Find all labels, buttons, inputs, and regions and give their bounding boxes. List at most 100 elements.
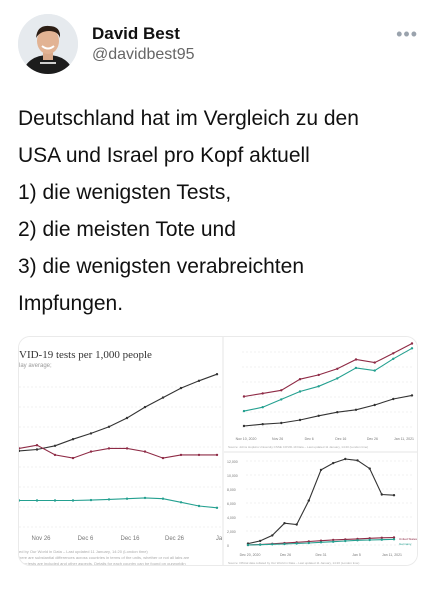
vaccinations-line-chart: 12,000 10,000 8,000 6,000 4,000 2,000 0 Dec 20,…	[227, 457, 418, 557]
x-tick-label: Jan 11, 2021	[382, 553, 402, 557]
data-point	[161, 497, 165, 500]
chart-note: Source: Johns Hopkins University CSSE CO…	[228, 445, 369, 449]
data-point	[259, 543, 262, 546]
data-point	[107, 447, 111, 450]
data-point	[280, 389, 283, 392]
data-point	[317, 373, 320, 377]
data-point	[319, 468, 323, 472]
chart-subtitle: lay average;	[19, 363, 52, 369]
data-point	[307, 541, 310, 545]
display-name[interactable]: David Best	[92, 24, 180, 43]
data-point	[89, 432, 93, 435]
data-point	[53, 444, 57, 447]
data-point	[271, 534, 274, 537]
data-point	[283, 522, 286, 525]
x-tick-label: Dec 20, 2020	[240, 553, 261, 557]
data-point	[307, 499, 310, 502]
x-tick-label: Dec 26	[165, 536, 185, 542]
data-point	[332, 461, 335, 465]
legend-item: United States	[399, 537, 418, 541]
data-point	[280, 398, 283, 401]
data-point	[19, 449, 21, 453]
data-point	[380, 538, 383, 541]
media-divider	[222, 337, 224, 565]
data-point	[53, 499, 57, 502]
y-tick-label: 4,000	[227, 516, 236, 520]
legend-item: Germany	[399, 542, 412, 546]
data-point	[354, 358, 358, 361]
data-point	[242, 424, 246, 428]
y-tick-label: 6,000	[227, 502, 236, 506]
data-point	[259, 539, 262, 543]
data-point	[242, 409, 246, 413]
series-line	[243, 347, 413, 412]
data-point	[332, 540, 335, 543]
chart-title: VID-19 tests per 1,000 people	[19, 349, 152, 361]
tweet-text-line: Impfungen.	[18, 292, 124, 315]
y-tick-label: 8,000	[227, 488, 236, 492]
data-point	[344, 457, 347, 461]
data-point	[317, 385, 320, 388]
x-tick-label: Nov 26	[31, 536, 51, 542]
series-line	[19, 444, 217, 459]
data-point	[410, 347, 414, 350]
data-point	[197, 379, 201, 382]
series-line	[243, 343, 413, 398]
avatar[interactable]	[18, 14, 78, 74]
data-point	[356, 459, 359, 462]
x-tick-label: Dec 6	[78, 536, 94, 542]
chart-note: here are substantial differences across …	[19, 555, 190, 560]
data-point	[336, 377, 339, 380]
data-point	[392, 536, 396, 539]
x-tick-label: Dec 16	[335, 437, 346, 441]
data-point	[373, 369, 376, 372]
data-point	[71, 456, 75, 460]
chart-note: Source: Official data collated by Our Wo…	[228, 561, 360, 565]
data-point	[35, 499, 39, 502]
data-point	[336, 367, 339, 370]
series-line	[243, 394, 413, 427]
data-point	[392, 494, 396, 497]
data-point	[35, 444, 39, 447]
data-point	[215, 453, 219, 457]
data-point	[143, 450, 147, 453]
data-point	[410, 394, 414, 397]
data-point	[261, 406, 264, 409]
x-tick-label: Jan 5	[352, 553, 361, 557]
data-point	[344, 539, 347, 543]
data-point	[271, 543, 274, 546]
data-point	[19, 499, 21, 502]
data-point	[298, 378, 302, 381]
media-image-vaccinations-chart[interactable]: 12,000 10,000 8,000 6,000 4,000 2,000 0 Dec 20,…	[224, 453, 418, 565]
x-tick-label: Nov 10, 2020	[236, 437, 257, 441]
data-point	[179, 386, 183, 390]
data-point	[336, 411, 339, 414]
user-handle[interactable]: @davidbest95	[92, 46, 195, 63]
data-point	[19, 447, 21, 450]
x-tick-label: Dec 31	[315, 553, 326, 557]
data-point	[215, 373, 219, 376]
x-tick-label: Jan 11, 2021	[394, 437, 414, 441]
media-divider	[224, 451, 417, 453]
data-point	[35, 448, 39, 451]
data-point	[125, 497, 129, 500]
deaths-line-chart: Nov 10, 2020 Nov 26 Dec 6 Dec 16 Dec 26 Jan 1…	[236, 342, 414, 441]
data-point	[332, 538, 335, 542]
data-point	[356, 539, 359, 542]
media-grid[interactable]: VID-19 tests per 1,000 people lay averag…	[18, 336, 418, 566]
tweet-text-line: 3) die wenigsten verabreichten	[18, 255, 305, 278]
data-point	[298, 390, 302, 393]
data-point	[373, 361, 376, 364]
media-image-deaths-chart[interactable]: Nov 10, 2020 Nov 26 Dec 6 Dec 16 Dec 26 Jan 1…	[224, 337, 417, 451]
more-dots-icon[interactable]: •••	[396, 24, 418, 44]
data-point	[179, 501, 183, 504]
data-point	[283, 542, 286, 546]
data-point	[197, 453, 201, 457]
x-tick-label: Nov 26	[272, 437, 283, 441]
data-point	[354, 408, 358, 411]
data-point	[197, 504, 201, 508]
data-point	[368, 467, 371, 470]
media-image-tests-chart[interactable]: VID-19 tests per 1,000 people lay averag…	[19, 337, 222, 565]
x-tick-label: Ja	[216, 536, 222, 542]
